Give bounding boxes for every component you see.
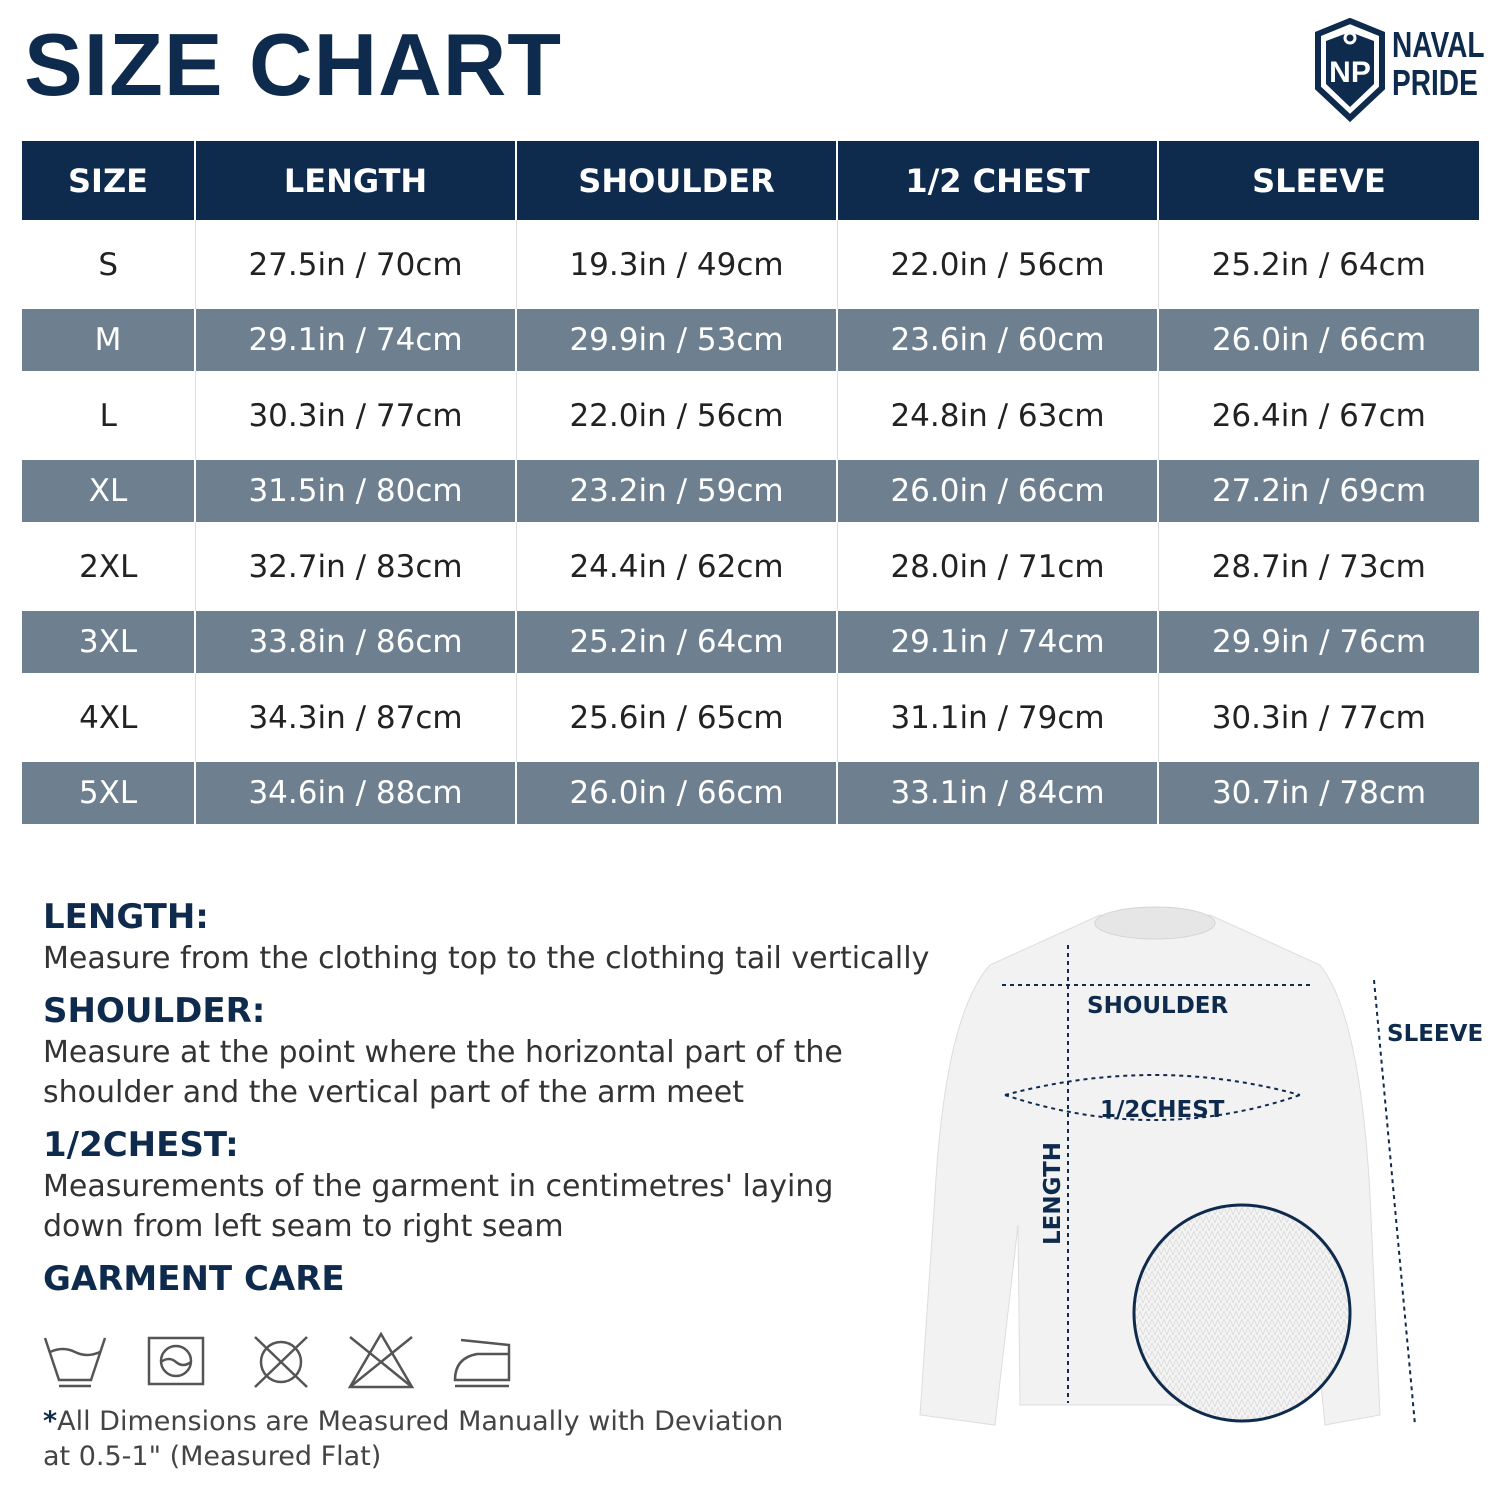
cell-chest: 26.0in / 66cm [836, 460, 1158, 522]
cell-length: 34.6in / 88cm [194, 762, 516, 824]
cell-chest: 24.8in / 63cm [836, 371, 1158, 460]
garment-care-heading: GARMENT CARE [43, 1259, 345, 1299]
cell-size: S [22, 220, 195, 309]
cell-chest: 28.0in / 71cm [836, 522, 1158, 611]
anchor-shield-icon: NP [1315, 17, 1385, 123]
cell-length: 32.7in / 83cm [194, 522, 516, 611]
cell-size: M [22, 309, 195, 371]
fabric-zoom-circle [1132, 1203, 1352, 1423]
table-header-row: SIZE LENGTH SHOULDER 1/2 CHEST SLEEVE [22, 141, 1479, 220]
sweater-illustration [919, 906, 1416, 1426]
shoulder-text: Measure at the point where the horizonta… [43, 1035, 843, 1110]
column-header-shoulder: SHOULDER [515, 141, 837, 220]
cell-sleeve: 30.7in / 78cm [1157, 762, 1479, 824]
measurement-note: *All Dimensions are Measured Manually wi… [43, 1404, 783, 1474]
gentle-wash-icon [43, 1337, 107, 1388]
table-row: 3XL 33.8in / 86cm 25.2in / 64cm 29.1in / 74… [22, 611, 1479, 673]
cell-length: 33.8in / 86cm [194, 611, 516, 673]
cell-shoulder: 26.0in / 66cm [515, 762, 837, 824]
chest-text: Measurements of the garment in centimetr… [43, 1169, 834, 1244]
table-row: 5XL 34.6in / 88cm 26.0in / 66cm 33.1in / 84… [22, 762, 1479, 824]
logo-line-1: NAVAL [1392, 24, 1485, 65]
cell-chest: 22.0in / 56cm [836, 220, 1158, 309]
shoulder-heading: SHOULDER: [43, 991, 266, 1031]
cell-chest: 29.1in / 74cm [836, 611, 1158, 673]
cell-sleeve: 30.3in / 77cm [1157, 673, 1479, 762]
sweater-diagram: SHOULDER 1/2CHEST SLEEVE LENGTH [900, 895, 1500, 1455]
column-header-sleeve: SLEEVE [1157, 141, 1479, 220]
cell-sleeve: 28.7in / 73cm [1157, 522, 1479, 611]
diagram-label-chest: 1/2CHEST [1100, 1097, 1225, 1123]
cell-size: 4XL [22, 673, 195, 762]
cell-length: 27.5in / 70cm [194, 220, 516, 309]
table-row: 2XL 32.7in / 83cm 24.4in / 62cm 28.0in / 71… [22, 522, 1479, 611]
cell-sleeve: 25.2in / 64cm [1157, 220, 1479, 309]
do-not-dry-clean-icon [254, 1336, 308, 1388]
chest-heading: 1/2CHEST: [43, 1125, 239, 1165]
brand-logo: NP NAVAL PRIDE [1312, 17, 1485, 123]
cell-shoulder: 23.2in / 59cm [515, 460, 837, 522]
note-asterisk: * [43, 1406, 58, 1437]
cell-sleeve: 29.9in / 76cm [1157, 611, 1479, 673]
tumble-dry-icon [147, 1336, 205, 1386]
column-header-size: SIZE [22, 141, 195, 220]
cell-shoulder: 25.6in / 65cm [515, 673, 837, 762]
cell-chest: 23.6in / 60cm [836, 309, 1158, 371]
table-row: S 27.5in / 70cm 19.3in / 49cm 22.0in / 56cm… [22, 220, 1479, 309]
logo-line-2: PRIDE [1392, 62, 1478, 103]
cell-length: 30.3in / 77cm [194, 371, 516, 460]
note-line-2: at 0.5-1" (Measured Flat) [43, 1441, 382, 1472]
cell-length: 31.5in / 80cm [194, 460, 516, 522]
cell-sleeve: 26.0in / 66cm [1157, 309, 1479, 371]
cell-sleeve: 27.2in / 69cm [1157, 460, 1479, 522]
cell-length: 34.3in / 87cm [194, 673, 516, 762]
cell-size: 2XL [22, 522, 195, 611]
cell-sleeve: 26.4in / 67cm [1157, 371, 1479, 460]
cell-shoulder: 24.4in / 62cm [515, 522, 837, 611]
diagram-label-length: LENGTH [1040, 1141, 1066, 1245]
cell-size: XL [22, 460, 195, 522]
care-icons [43, 1331, 523, 1396]
cell-shoulder: 22.0in / 56cm [515, 371, 837, 460]
table-row: 4XL 34.3in / 87cm 25.6in / 65cm 31.1in / 79… [22, 673, 1479, 762]
iron-icon [453, 1338, 511, 1388]
length-heading: LENGTH: [43, 897, 209, 937]
cell-shoulder: 29.9in / 53cm [515, 309, 837, 371]
cell-size: L [22, 371, 195, 460]
cell-size: 3XL [22, 611, 195, 673]
table-row: XL 31.5in / 80cm 23.2in / 59cm 26.0in / 66c… [22, 460, 1479, 522]
measurement-descriptions: LENGTH: Measure from the clothing top to… [43, 895, 963, 1301]
cell-chest: 31.1in / 79cm [836, 673, 1158, 762]
diagram-label-shoulder: SHOULDER [1087, 993, 1229, 1019]
page-title: SIZE CHART [24, 15, 562, 114]
cell-length: 29.1in / 74cm [194, 309, 516, 371]
cell-shoulder: 19.3in / 49cm [515, 220, 837, 309]
cell-shoulder: 25.2in / 64cm [515, 611, 837, 673]
column-header-length: LENGTH [194, 141, 516, 220]
length-text: Measure from the clothing top to the clo… [43, 941, 930, 976]
table-row: M 29.1in / 74cm 29.9in / 53cm 23.6in / 60cm… [22, 309, 1479, 371]
diagram-label-sleeve: SLEEVE [1387, 1021, 1484, 1047]
note-line-1: All Dimensions are Measured Manually wit… [57, 1406, 784, 1437]
cell-size: 5XL [22, 762, 195, 824]
table-row: L 30.3in / 77cm 22.0in / 56cm 24.8in / 63cm… [22, 371, 1479, 460]
logo-monogram: NP [1329, 56, 1371, 89]
column-header-chest: 1/2 CHEST [836, 141, 1158, 220]
cell-chest: 33.1in / 84cm [836, 762, 1158, 824]
do-not-bleach-icon [347, 1331, 415, 1389]
